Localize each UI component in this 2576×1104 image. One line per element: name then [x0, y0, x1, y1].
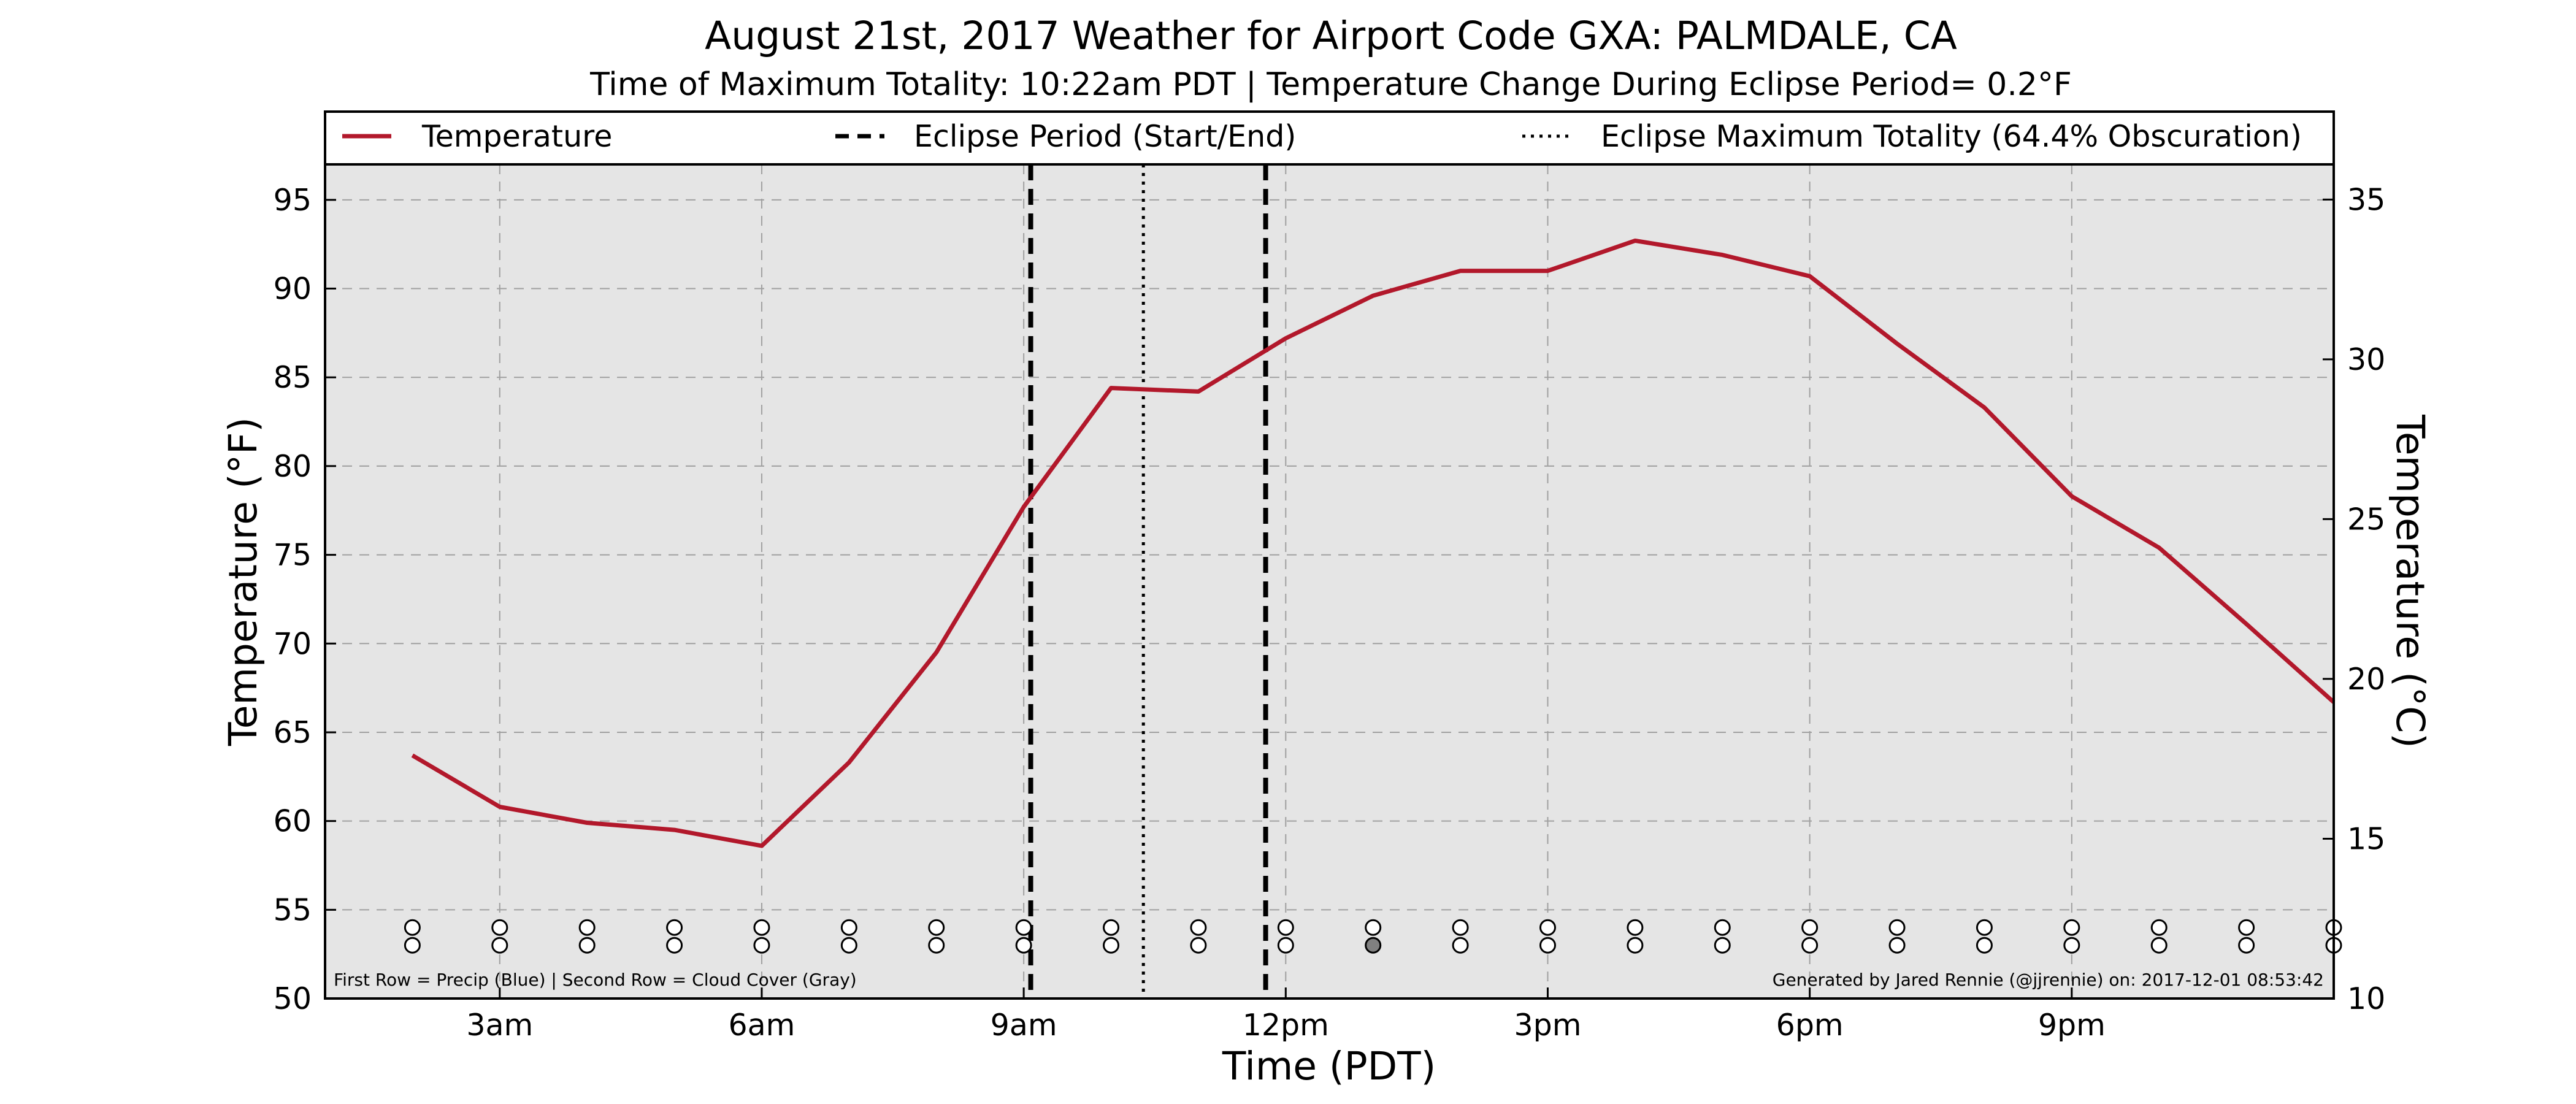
cloud-cover-marker — [2238, 937, 2255, 954]
y-axis-left-label: Temperature (°F) — [221, 417, 266, 746]
y-axis-right-ticks: 10 15 20 25 30 35 — [2323, 182, 2385, 1016]
temperature-series — [411, 238, 2336, 848]
precip-marker — [1452, 919, 1469, 936]
x-axis-ticks: 3am 6am 9am 12pm 3pm 6pm 9pm — [466, 987, 2106, 1043]
cloud-cover-marker — [753, 937, 770, 954]
y-tick-label-right: 25 — [2347, 502, 2385, 537]
footnote-right: Generated by Jared Rennie (@jjrennie) on… — [1773, 970, 2324, 990]
legend-eclipse-period-label: Eclipse Period (Start/End) — [914, 119, 1296, 154]
cloud-cover-marker — [578, 937, 596, 954]
y-tick-label-left: 85 — [274, 360, 312, 395]
y-tick-label-right: 15 — [2347, 821, 2385, 856]
cloud-cover-marker — [1714, 937, 1731, 954]
legend-temperature-label: Temperature — [421, 119, 612, 154]
precip-marker — [753, 919, 770, 936]
temperature-line — [411, 238, 2336, 848]
cloud-cover-marker — [1015, 937, 1032, 954]
y-tick-label-left: 80 — [274, 449, 312, 484]
legend-box — [324, 110, 2335, 166]
cloud-cover-marker — [1801, 937, 1819, 954]
cloud-cover-marker — [1452, 937, 1469, 954]
precip-marker — [666, 919, 683, 936]
x-tick-label: 3pm — [1514, 1008, 1581, 1043]
grid-lines — [325, 164, 2334, 999]
precip-marker — [2238, 919, 2255, 936]
cloud-cover-marker — [1888, 937, 1906, 954]
cloud-cover-marker — [1190, 937, 1207, 954]
cloud-cover-marker — [1103, 937, 1120, 954]
x-tick-label: 9am — [991, 1008, 1057, 1043]
cloud-cover-marker — [840, 937, 857, 954]
precip-marker — [1103, 919, 1120, 936]
precip-marker — [1976, 919, 1993, 936]
precip-cloud-markers — [404, 919, 2342, 954]
precip-marker — [578, 919, 596, 936]
x-tick-label: 6am — [728, 1008, 795, 1043]
y-tick-label-left: 70 — [274, 626, 312, 661]
precip-marker — [1714, 919, 1731, 936]
cloud-cover-marker — [1365, 937, 1382, 954]
y-tick-label-left: 60 — [274, 804, 312, 839]
y-tick-label-right: 35 — [2347, 182, 2385, 217]
y-tick-label-right: 20 — [2347, 662, 2385, 697]
precip-marker — [2063, 919, 2080, 936]
cloud-cover-marker — [666, 937, 683, 954]
precip-marker — [1190, 919, 1207, 936]
chart-subtitle: Time of Maximum Totality: 10:22am PDT | … — [589, 66, 2072, 103]
cloud-cover-marker — [1277, 937, 1294, 954]
y-tick-label-left: 65 — [274, 715, 312, 750]
y-tick-label-right: 30 — [2347, 342, 2385, 377]
x-tick-label: 12pm — [1243, 1008, 1329, 1043]
precip-marker — [2150, 919, 2168, 936]
y-tick-label-left: 55 — [274, 892, 312, 927]
y-tick-label-left: 90 — [274, 272, 312, 307]
legend: Temperature Eclipse Period (Start/End) E… — [324, 110, 2335, 166]
precip-marker — [404, 919, 421, 936]
y-tick-label-left: 75 — [274, 538, 312, 573]
cloud-cover-marker — [491, 937, 508, 954]
y-tick-label-left: 50 — [274, 981, 312, 1016]
y-tick-label-right: 10 — [2347, 981, 2385, 1016]
x-tick-label: 9pm — [2038, 1008, 2106, 1043]
y-tick-label-left: 95 — [274, 183, 312, 218]
precip-marker — [1277, 919, 1294, 936]
y-axis-left-ticks: 50 55 60 65 70 75 80 85 90 95 — [274, 183, 336, 1016]
precip-marker — [1627, 919, 1644, 936]
x-tick-label: 6pm — [1776, 1008, 1844, 1043]
precip-marker — [1888, 919, 1906, 936]
eclipse-lines — [1028, 164, 1268, 999]
cloud-cover-marker — [1627, 937, 1644, 954]
footnote-left: First Row = Precip (Blue) | Second Row =… — [334, 970, 857, 990]
precip-marker — [840, 919, 857, 936]
precip-marker — [1539, 919, 1556, 936]
cloud-cover-marker — [2150, 937, 2168, 954]
legend-eclipse-max-label: Eclipse Maximum Totality (64.4% Obscurat… — [1601, 119, 2302, 154]
plot-area — [325, 164, 2334, 999]
y-axis-right-label: Temperature (°C) — [2388, 414, 2432, 748]
precip-marker — [1365, 919, 1382, 936]
precip-marker — [928, 919, 945, 936]
x-axis-label: Time (PDT) — [1222, 1044, 1436, 1089]
cloud-cover-marker — [1976, 937, 1993, 954]
cloud-cover-marker — [928, 937, 945, 954]
precip-marker — [1015, 919, 1032, 936]
precip-marker — [491, 919, 508, 936]
cloud-cover-marker — [2063, 937, 2080, 954]
cloud-cover-marker — [404, 937, 421, 954]
chart-title: August 21st, 2017 Weather for Airport Co… — [705, 13, 1957, 58]
precip-marker — [1801, 919, 1819, 936]
x-tick-label: 3am — [466, 1008, 533, 1043]
cloud-cover-marker — [1539, 937, 1556, 954]
